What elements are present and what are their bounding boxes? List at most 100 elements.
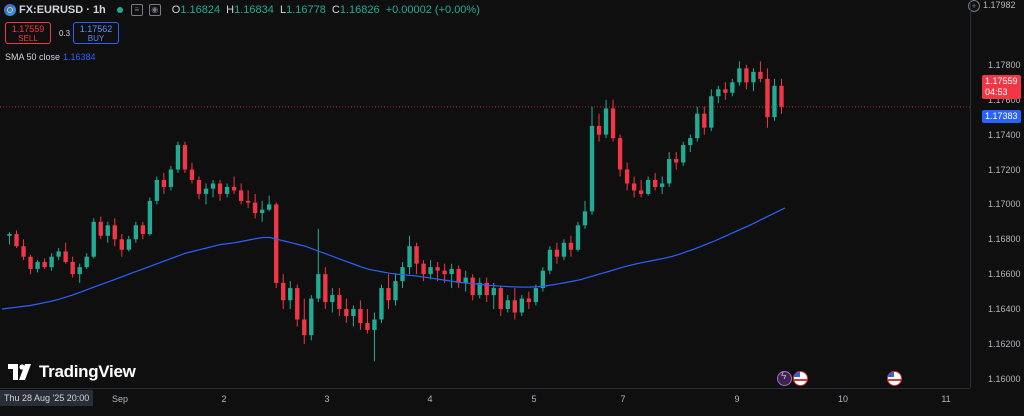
candle[interactable]	[589, 106, 595, 215]
candle[interactable]	[723, 82, 728, 100]
candle[interactable]	[547, 246, 553, 275]
candle[interactable]	[491, 282, 496, 310]
candle[interactable]	[309, 295, 314, 341]
candle[interactable]	[435, 261, 440, 282]
candle[interactable]	[365, 309, 370, 334]
candle[interactable]	[56, 247, 61, 261]
candle[interactable]	[709, 89, 714, 132]
candle[interactable]	[744, 64, 749, 90]
candle[interactable]	[414, 242, 419, 275]
candle[interactable]	[337, 288, 342, 316]
candle[interactable]	[386, 274, 391, 310]
candle[interactable]	[330, 288, 335, 313]
candle[interactable]	[456, 265, 461, 289]
candle[interactable]	[772, 78, 777, 121]
candle[interactable]	[77, 263, 82, 283]
candle[interactable]	[161, 172, 167, 194]
candle[interactable]	[140, 221, 146, 240]
candle[interactable]	[463, 270, 468, 292]
candle[interactable]	[126, 235, 131, 252]
candle[interactable]	[372, 312, 377, 362]
candle[interactable]	[379, 284, 384, 323]
candle[interactable]	[533, 284, 539, 306]
candle[interactable]	[245, 190, 251, 208]
candle[interactable]	[393, 274, 398, 306]
candle[interactable]	[84, 253, 89, 269]
plus-icon[interactable]: +	[968, 0, 980, 12]
candle[interactable]	[610, 99, 616, 142]
candle[interactable]	[168, 166, 174, 191]
lightning-event-icon[interactable]	[777, 371, 792, 386]
candle[interactable]	[231, 176, 237, 194]
candle[interactable]	[63, 242, 68, 264]
candle[interactable]	[730, 78, 735, 97]
candle[interactable]	[203, 183, 209, 205]
candle[interactable]	[758, 61, 763, 83]
candle[interactable]	[554, 242, 560, 264]
candle[interactable]	[14, 230, 19, 248]
candle[interactable]	[582, 200, 588, 229]
candle[interactable]	[526, 291, 532, 310]
candle[interactable]	[660, 176, 665, 194]
settings-icon[interactable]: ≡	[130, 4, 143, 16]
candle[interactable]	[274, 202, 279, 289]
candle[interactable]	[154, 176, 160, 205]
candle[interactable]	[112, 218, 117, 247]
candle[interactable]	[765, 68, 770, 128]
candle[interactable]	[182, 141, 188, 173]
candle[interactable]	[512, 288, 517, 320]
us-flag-event-icon[interactable]	[793, 371, 808, 386]
sma-legend[interactable]: SMA 50 close 1.16384	[5, 52, 96, 62]
candle[interactable]	[295, 284, 300, 327]
candle[interactable]	[35, 260, 40, 273]
candle[interactable]	[737, 61, 742, 86]
candle[interactable]	[484, 277, 489, 303]
candle[interactable]	[498, 286, 503, 316]
buy-button[interactable]: 1.17562 BUY	[73, 22, 119, 44]
candle[interactable]	[477, 277, 482, 299]
price-axis[interactable]: 1.17800 1.17600 1.17400 1.17200 1.17000 1.168…	[970, 0, 1024, 388]
candle[interactable]	[617, 134, 623, 177]
time-axis[interactable]: Sep 2 3 4 5 7 9 10 11	[0, 388, 970, 416]
symbol-title[interactable]: FX:EURUSD · 1h	[19, 4, 106, 16]
candle[interactable]	[196, 176, 202, 200]
candle[interactable]	[105, 221, 110, 243]
candle[interactable]	[281, 274, 286, 310]
candle[interactable]	[407, 235, 412, 275]
candle[interactable]	[681, 141, 686, 167]
candle[interactable]	[189, 162, 195, 184]
candle[interactable]	[238, 183, 244, 205]
candle[interactable]	[470, 274, 475, 301]
candle[interactable]	[631, 176, 637, 198]
candle[interactable]	[568, 235, 574, 257]
candle[interactable]	[667, 152, 672, 187]
candle[interactable]	[674, 152, 679, 170]
candle[interactable]	[119, 234, 124, 257]
candle[interactable]	[351, 305, 356, 327]
candle[interactable]	[210, 179, 216, 198]
us-flag-event-icon[interactable]	[887, 371, 902, 386]
candle[interactable]	[652, 172, 658, 191]
candle[interactable]	[702, 106, 707, 135]
candle[interactable]	[323, 267, 328, 310]
candle[interactable]	[70, 256, 75, 278]
candle[interactable]	[91, 218, 96, 259]
candle[interactable]	[596, 113, 602, 142]
candle[interactable]	[7, 232, 12, 245]
candle[interactable]	[133, 221, 139, 243]
candle[interactable]	[358, 300, 363, 330]
candle[interactable]	[302, 298, 307, 344]
tradingview-logo[interactable]: TradingView	[8, 362, 136, 382]
candle[interactable]	[259, 200, 265, 222]
candle[interactable]	[175, 141, 181, 173]
candle[interactable]	[519, 295, 524, 316]
candle[interactable]	[505, 295, 510, 313]
candle[interactable]	[449, 263, 454, 289]
candle[interactable]	[21, 239, 26, 261]
sell-button[interactable]: 1.17559 SELL	[5, 22, 51, 44]
candle[interactable]	[561, 239, 567, 261]
candle[interactable]	[716, 85, 721, 104]
candle[interactable]	[224, 183, 230, 198]
